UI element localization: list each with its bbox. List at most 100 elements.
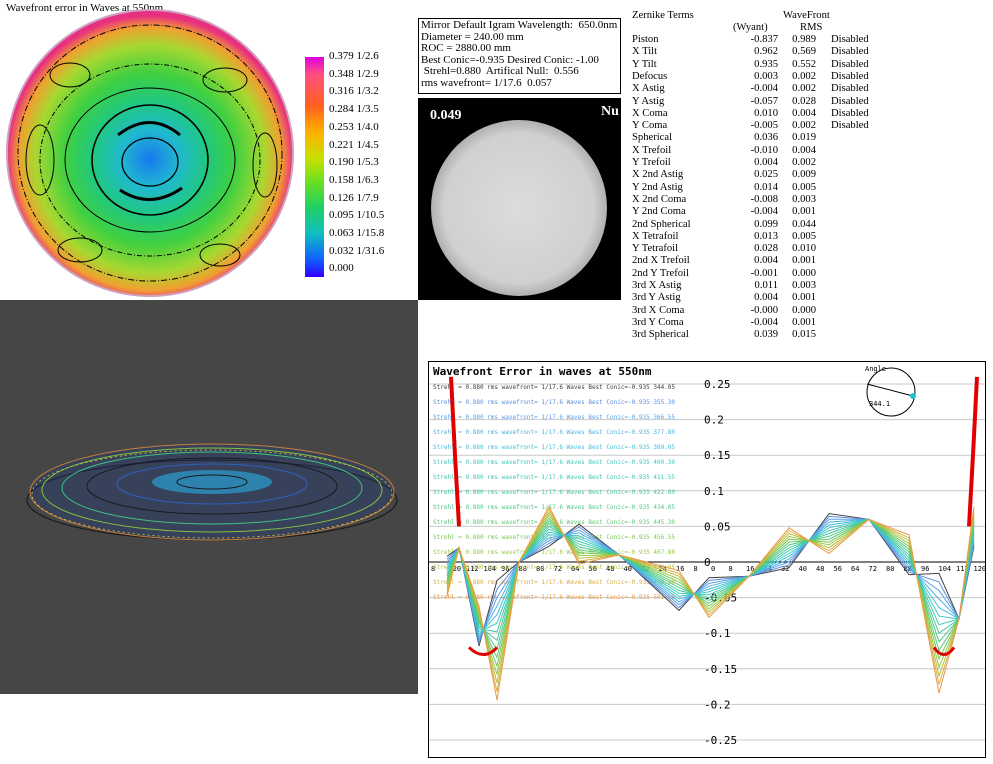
zernike-wyant-value: 0.028: [754, 243, 778, 255]
zernike-rms-value: 0.004: [792, 144, 816, 156]
zernike-title: Zernike Terms: [632, 10, 694, 21]
zernike-wyant-value: 0.004: [754, 255, 778, 267]
zernike-wyant-value: 0.099: [754, 218, 778, 230]
zernike-wyant-value: 0.036: [754, 132, 778, 144]
zernike-term-name: 3rd Spherical: [632, 329, 689, 341]
angle-handle[interactable]: [910, 393, 916, 399]
color-scale-bar: [305, 57, 324, 277]
angle-label: Angle: [865, 365, 886, 373]
profile-legend-entry: Strehl = 0.880 rms wavefront= 1/17.6 Wav…: [433, 384, 675, 391]
zernike-rms-value: 0.003: [792, 193, 816, 205]
zernike-status: Disabled: [831, 58, 869, 70]
zernike-term-name: Y Tetrafoil: [632, 243, 679, 255]
zernike-term-name: Spherical: [632, 132, 673, 144]
contour-map-panel[interactable]: Wavefront error in Waves at 550nm 0.3: [0, 0, 418, 300]
zernike-wyant-value: 0.010: [754, 107, 778, 119]
y-tick-label: 0.2: [704, 414, 724, 427]
zernike-rms-value: 0.001: [792, 255, 816, 267]
status-line: Mirror Default Igram Wavelength: 650.0nm: [421, 19, 618, 31]
zernike-term-name: Piston: [632, 34, 659, 45]
zernike-rms-value: 0.009: [792, 169, 816, 181]
angle-needle: [866, 383, 914, 397]
angle-dial[interactable]: [866, 367, 916, 417]
wavefront-profile-plot[interactable]: 0.250.20.150.10.050-0.05-0.1-0.15-0.2-0.…: [429, 362, 985, 757]
profile-legend-entry: Strehl = 0.880 rms wavefront= 1/17.6 Wav…: [433, 414, 675, 421]
zernike-term-name: X Trefoil: [632, 144, 672, 156]
igram-view[interactable]: 0.049 Nu: [418, 98, 621, 300]
zernike-rms-value: 0.552: [792, 58, 816, 70]
zernike-term-name: 3rd X Coma: [632, 304, 685, 316]
color-scale-label: 0.379 1/2.6: [329, 50, 379, 62]
color-scale-label: 0.126 1/7.9: [329, 191, 379, 204]
zernike-rms-value: 0.015: [792, 329, 816, 341]
x-tick-label: 8: [694, 565, 698, 573]
zernike-col-wyant: (Wyant): [733, 22, 768, 33]
x-tick-label: 112: [466, 565, 479, 573]
zernike-term-name: X Tilt: [632, 46, 658, 58]
x-tick-label: 72: [869, 565, 877, 573]
color-scale-label: 0.063 1/15.8: [329, 227, 385, 239]
zernike-wyant-value: -0.004: [750, 206, 778, 218]
zernike-term-name: 2nd X Trefoil: [632, 255, 690, 267]
zernike-wyant-value: -0.004: [750, 316, 778, 328]
profile-legend-entry: Strehl = 0.880 rms wavefront= 1/17.6 Wav…: [433, 549, 675, 556]
zernike-wyant-value: 0.004: [754, 157, 778, 168]
zernike-rms-value: 0.000: [792, 267, 816, 279]
contour-map-plot[interactable]: [0, 0, 300, 300]
x-tick-label: 40: [799, 565, 807, 573]
profile-legend-entry: Strehl = 0.880 rms wavefront= 1/17.6 Wav…: [433, 579, 675, 586]
zernike-term-name: Y Tilt: [632, 58, 657, 70]
zernike-term-name: 2nd Spherical: [632, 218, 691, 230]
profile-legend-entry: Strehl = 0.880 rms wavefront= 1/17.6 Wav…: [433, 474, 675, 481]
x-tick-label: 80: [536, 565, 544, 573]
x-tick-label: 112: [956, 565, 969, 573]
y-tick-label: 0.05: [704, 520, 731, 533]
edge-error-mark-left: [449, 376, 461, 527]
zernike-term-name: Y Trefoil: [632, 157, 671, 168]
profile-legend-entry: Strehl = 0.880 rms wavefront= 1/17.6 Wav…: [433, 534, 675, 541]
profile-title: Wavefront Error in waves at 550nm: [433, 365, 652, 378]
3d-surface-view[interactable]: [0, 300, 418, 694]
zernike-term-name: X Tetrafoil: [632, 230, 679, 242]
zernike-wyant-value: 0.962: [754, 46, 778, 58]
color-scale-label: 0.095 1/10.5: [329, 209, 385, 222]
color-scale-label: 0.190 1/5.3: [329, 156, 379, 169]
zernike-status: Disabled: [831, 95, 869, 107]
y-tick-label: 0.15: [704, 449, 731, 462]
contour-map-title: Wavefront error in Waves at 550nm: [6, 2, 164, 14]
x-tick-label: 56: [834, 565, 842, 573]
zernike-rms-value: 0.001: [792, 316, 816, 328]
zernike-term-name: 3rd Y Coma: [632, 316, 684, 328]
mirror-status-box: Mirror Default Igram Wavelength: 650.0nm…: [418, 18, 621, 94]
y-tick-label: -0.25: [704, 734, 737, 747]
profile-legend-entry: Strehl = 0.880 rms wavefront= 1/17.6 Wav…: [433, 399, 675, 406]
zernike-wyant-value: 0.011: [754, 280, 778, 291]
zernike-wyant-value: -0.010: [750, 144, 778, 156]
zernike-term-name: 3rd Y Astig: [632, 292, 681, 304]
zernike-status: Disabled: [831, 34, 869, 45]
zernike-wyant-value: 0.003: [754, 70, 778, 82]
x-tick-label: 24: [764, 565, 772, 573]
zernike-wyant-value: -0.004: [750, 83, 778, 95]
status-line: ROC = 2880.00 mm: [421, 42, 511, 55]
zernike-col-wavefront: WaveFront: [783, 10, 830, 21]
x-tick-label: 40: [624, 565, 632, 573]
zernike-rms-value: 0.002: [792, 120, 816, 132]
x-tick-label: 64: [571, 565, 579, 573]
zernike-rms-value: 0.010: [792, 243, 816, 255]
igram-image: [431, 120, 607, 296]
zernike-rms-value: 0.002: [792, 83, 816, 95]
x-tick-label: 88: [519, 565, 527, 573]
x-tick-label: 64: [851, 565, 859, 573]
zernike-col-rms: RMS: [800, 22, 823, 33]
zernike-table: Zernike Terms WaveFront (Wyant) RMS Pist…: [628, 10, 888, 350]
zernike-wyant-value: 0.039: [754, 329, 778, 341]
zernike-rms-value: 0.989: [792, 34, 816, 45]
color-scale-label: 0.253 1/4.0: [329, 120, 379, 133]
zernike-term-name: Y 2nd Coma: [632, 206, 686, 218]
wavefront-profile-panel[interactable]: 0.250.20.150.10.050-0.05-0.1-0.15-0.2-0.…: [428, 361, 986, 758]
status-line: Best Conic=-0.935 Desired Conic: -1.00: [421, 53, 599, 66]
zernike-term-name: 3rd X Astig: [632, 280, 682, 291]
zernike-rms-value: 0.002: [792, 70, 816, 82]
x-tick-label: 120: [974, 565, 986, 573]
